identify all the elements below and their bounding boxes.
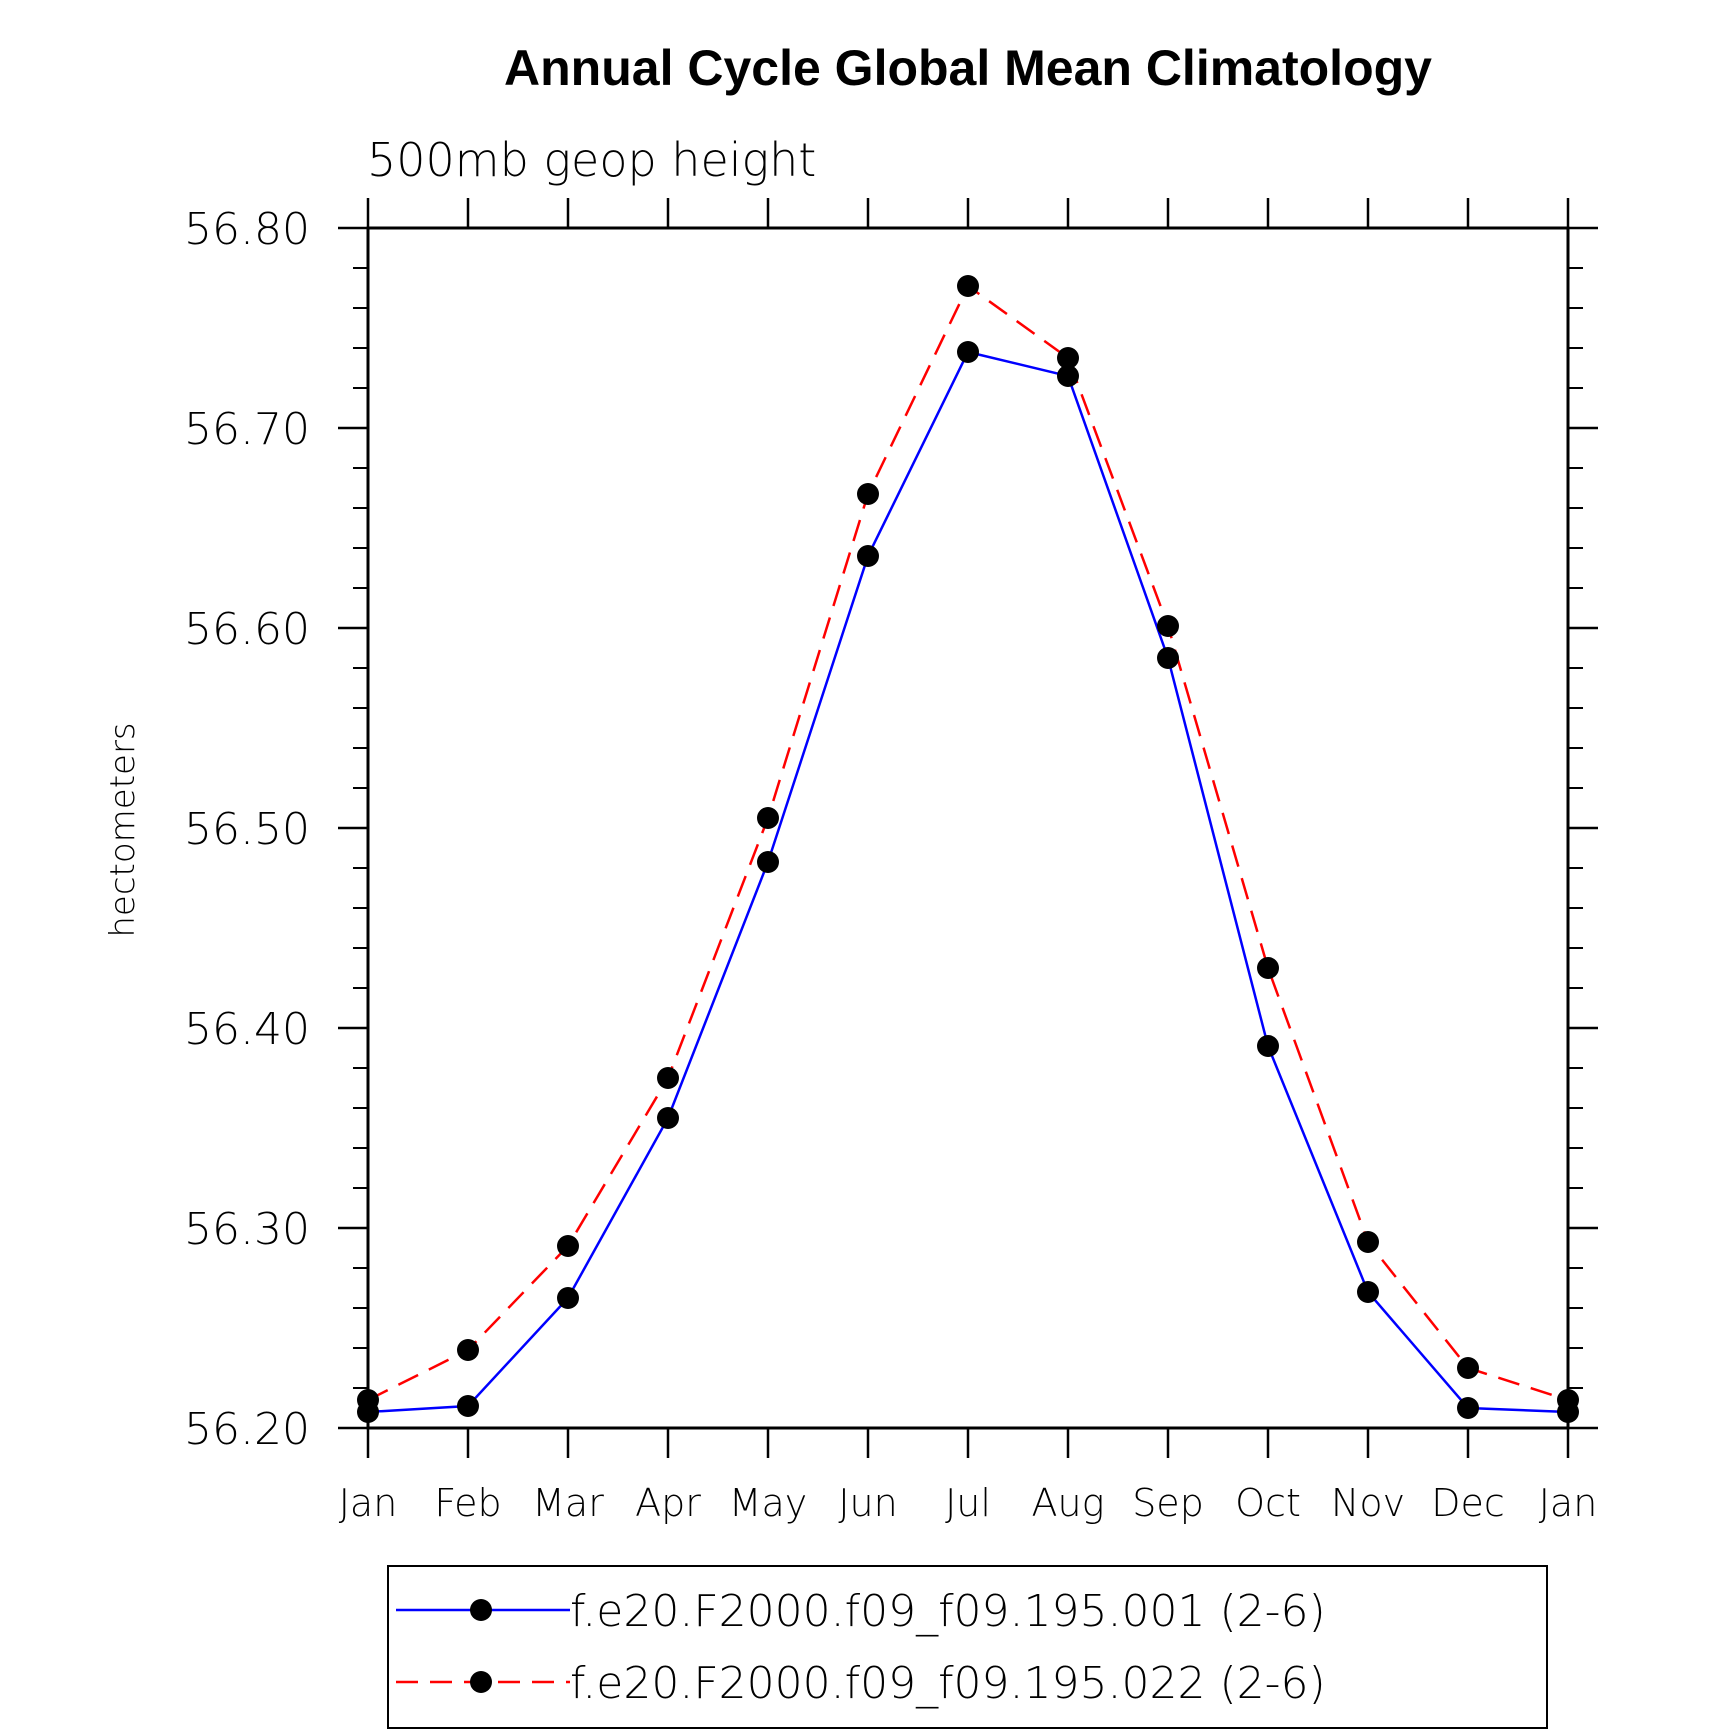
x-tick-label: Oct: [1235, 1481, 1301, 1525]
y-tick-label: 56.80: [184, 204, 310, 255]
data-point-series-2: [1357, 1231, 1379, 1253]
data-point-series-2: [1057, 347, 1079, 369]
data-point-series-1: [957, 341, 979, 363]
data-point-series-1: [1357, 1281, 1379, 1303]
data-point-series-1: [557, 1287, 579, 1309]
x-tick-label: Jul: [945, 1481, 991, 1525]
legend: f.e20.F2000.f09_f09.195.001 (2-6) f.e20.…: [387, 1565, 1548, 1729]
y-tick-label: 56.30: [184, 1204, 310, 1255]
data-point-series-2: [1457, 1357, 1479, 1379]
data-point-series-1: [457, 1395, 479, 1417]
chart-title: Annual Cycle Global Mean Climatology: [504, 40, 1432, 96]
data-point-series-1: [857, 545, 879, 567]
legend-label-series-1: f.e20.F2000.f09_f09.195.001 (2-6): [570, 1586, 1326, 1637]
data-point-series-2: [457, 1339, 479, 1361]
data-point-series-1: [1457, 1397, 1479, 1419]
series-layer: [357, 275, 1579, 1423]
data-point-series-2: [957, 275, 979, 297]
data-point-series-2: [357, 1389, 379, 1411]
x-tick-label: Feb: [434, 1481, 501, 1525]
data-point-series-1: [757, 851, 779, 873]
x-tick-label: Aug: [1032, 1481, 1105, 1525]
y-tick-label: 56.60: [184, 604, 310, 655]
legend-swatch-marker-series-2: [470, 1671, 492, 1693]
data-point-series-2: [1157, 615, 1179, 637]
x-tick-label: Jun: [838, 1481, 897, 1525]
data-point-series-2: [757, 807, 779, 829]
legend-label-series-2: f.e20.F2000.f09_f09.195.022 (2-6): [570, 1658, 1326, 1709]
y-tick-label: 56.20: [184, 1404, 310, 1455]
x-tick-label: Sep: [1132, 1481, 1204, 1525]
data-point-series-2: [1557, 1389, 1579, 1411]
y-tick-label: 56.40: [184, 1004, 310, 1055]
x-tick-label: Nov: [1331, 1481, 1405, 1525]
x-tick-label: Dec: [1431, 1481, 1505, 1525]
x-tick-label: Jan: [1539, 1481, 1598, 1525]
y-tick-label: 56.70: [184, 404, 310, 455]
data-point-series-1: [657, 1107, 679, 1129]
data-point-series-1: [1057, 365, 1079, 387]
data-point-series-2: [657, 1067, 679, 1089]
y-axis: 56.20 56.30 56.40 56.50 56.60 56.70 56.80: [184, 204, 1598, 1455]
data-point-series-1: [1157, 647, 1179, 669]
x-tick-label: Jan: [339, 1481, 398, 1525]
series-line-1: [367, 350, 1569, 1414]
data-point-series-2: [557, 1235, 579, 1257]
y-tick-label: 56.50: [184, 804, 310, 855]
chart-subtitle: 500mb geop height: [367, 133, 816, 187]
legend-box: [387, 1565, 1548, 1729]
data-point-series-2: [1257, 957, 1279, 979]
x-tick-label: May: [729, 1481, 808, 1525]
legend-swatch-marker-series-1: [470, 1599, 492, 1621]
data-point-series-2: [857, 483, 879, 505]
x-tick-label: Apr: [635, 1481, 701, 1525]
y-axis-title: hectometers: [103, 722, 143, 937]
x-tick-label: Mar: [532, 1481, 604, 1525]
plot-frame: [366, 226, 1570, 1430]
x-axis: Jan Feb Mar Apr May Jun Jul Aug Sep Oct Nov Dec Jan: [339, 198, 1598, 1525]
series-line-2: [367, 284, 1569, 1402]
data-point-series-1: [1257, 1035, 1279, 1057]
